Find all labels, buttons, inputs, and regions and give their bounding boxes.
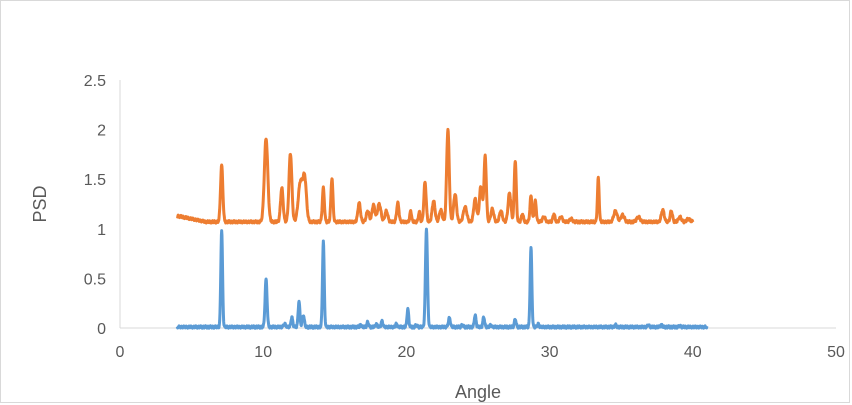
y-tick-label: 0.5 — [84, 271, 106, 288]
x-tick-label: 50 — [827, 344, 845, 361]
x-tick-label: 10 — [254, 344, 272, 361]
y-tick-label: 2.5 — [84, 73, 106, 90]
x-tick-label: 0 — [116, 344, 125, 361]
series-group — [175, 127, 709, 330]
x-axis-ticks: 0 10 20 30 40 50 — [116, 344, 845, 361]
y-tick-label: 1.5 — [84, 172, 106, 189]
x-axis-title: Angle — [455, 382, 501, 402]
y-tick-label: 0 — [97, 321, 106, 338]
y-axis-title: PSD — [30, 185, 50, 222]
series-line-2 — [175, 227, 709, 330]
y-tick-label: 2 — [97, 123, 106, 140]
y-tick-label: 1 — [97, 222, 106, 239]
x-tick-label: 30 — [541, 344, 559, 361]
x-tick-label: 20 — [398, 344, 416, 361]
y-axis-ticks: 0 0.5 1 1.5 2 2.5 — [84, 73, 106, 338]
x-tick-label: 40 — [684, 344, 702, 361]
series-line-1 — [175, 127, 695, 225]
